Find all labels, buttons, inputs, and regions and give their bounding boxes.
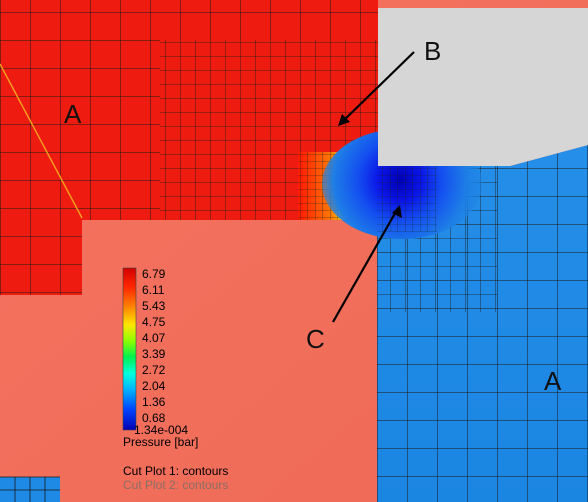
legend-tick-label: 2.72 (142, 363, 166, 377)
arrow-c (332, 207, 399, 323)
arrow-b-head (338, 114, 350, 126)
annotation-arrows (332, 51, 415, 323)
legend-tick-label: 1.34e-004 (134, 423, 189, 437)
legend-tick-label: 3.39 (142, 347, 166, 361)
region-label-a-left: A (64, 99, 82, 129)
arrow-c-head (392, 205, 402, 218)
arrow-b (339, 51, 415, 125)
legend-tick-label: 4.75 (142, 315, 166, 329)
legend-title: Pressure [bar] (123, 435, 199, 449)
region-label-a-right: A (544, 366, 562, 396)
bottom-left-blue-patch (0, 476, 60, 502)
legend-tick-label: 5.43 (142, 299, 166, 313)
legend-tick-label: 2.04 (142, 379, 166, 393)
legend-tick-label: 4.07 (142, 331, 166, 345)
solid-body-grey (378, 8, 588, 166)
legend-tick-label: 0.68 (142, 411, 166, 425)
region-label-b: B (424, 36, 442, 66)
cut-plot-1-label: Cut Plot 1: contours (123, 464, 229, 478)
legend-tick-label: 6.79 (142, 267, 166, 281)
legend-tick-label: 6.11 (142, 283, 165, 297)
legend-tick-label: 1.36 (142, 395, 166, 409)
region-label-c: C (306, 324, 325, 354)
cut-plot-2-label: Cut Plot 2: contours (123, 478, 229, 492)
legend-colorbar (122, 267, 137, 431)
